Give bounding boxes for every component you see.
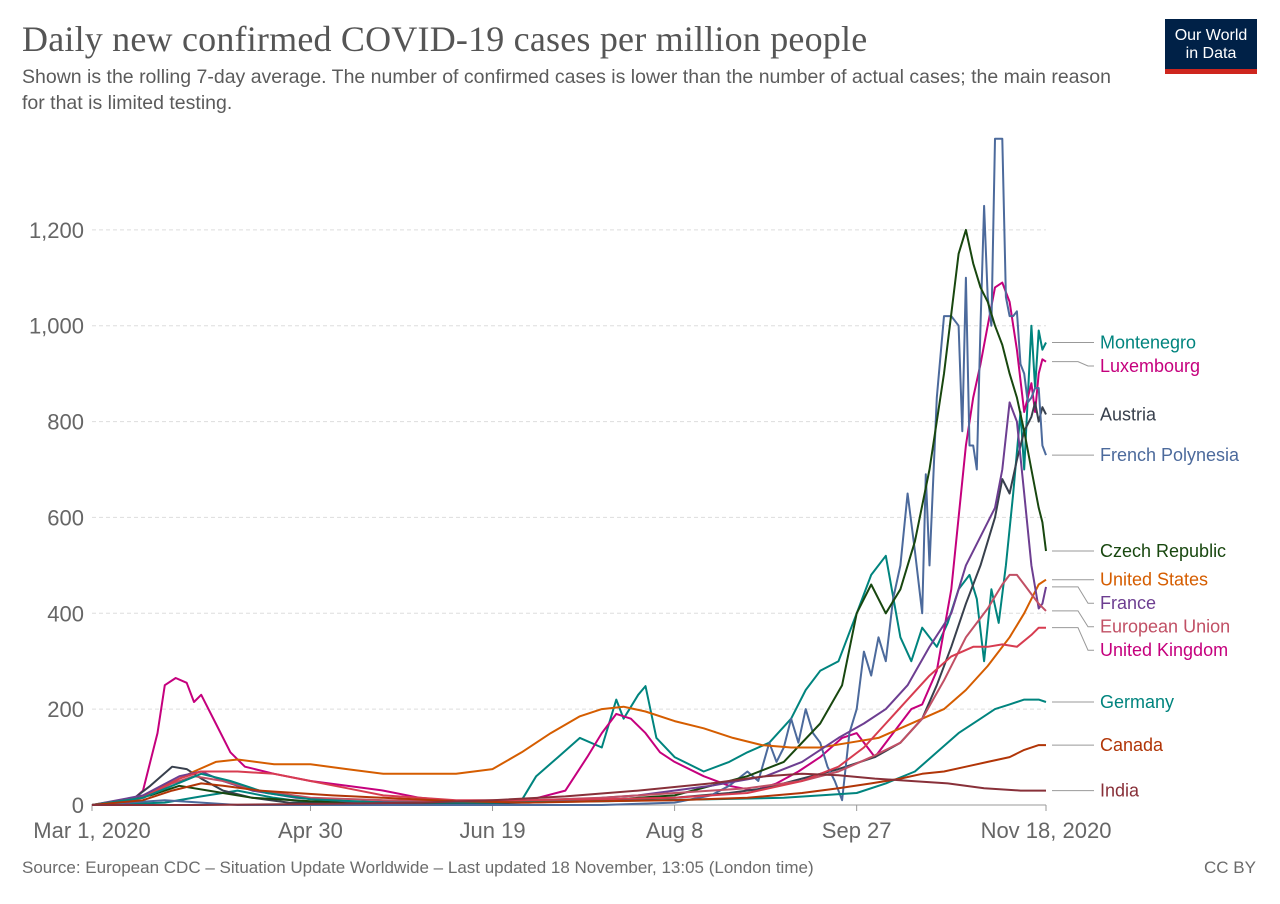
y-tick-label: 800 [47, 410, 84, 435]
series-line-montenegro[interactable] [91, 324, 1047, 806]
logo-line-2: in Data [1185, 45, 1237, 62]
y-tick-label: 600 [47, 505, 84, 530]
license-link[interactable]: CC BY [1204, 858, 1256, 877]
logo-red-bar [1165, 69, 1257, 74]
chart-title: Daily new confirmed COVID-19 cases per m… [22, 19, 868, 59]
y-tick-label: 1,200 [29, 218, 84, 243]
x-tick-label: Nov 18, 2020 [981, 818, 1112, 843]
x-tick-label: Mar 1, 2020 [33, 818, 150, 843]
y-tick-label: 1,000 [29, 314, 84, 339]
series-line-french-polynesia[interactable] [91, 137, 1047, 806]
series-lines [91, 137, 1047, 806]
legend-connector [1052, 627, 1094, 651]
source-note: Source: European CDC – Situation Update … [22, 858, 814, 877]
legend-label-austria[interactable]: Austria [1100, 404, 1157, 424]
logo-line-1: Our World [1174, 27, 1248, 44]
x-tick-label: Sep 27 [822, 818, 892, 843]
legend-label-france[interactable]: France [1100, 593, 1156, 613]
x-tick-label: Aug 8 [646, 818, 704, 843]
series-line-germany[interactable] [91, 698, 1047, 806]
legend-connector [1052, 610, 1094, 628]
x-tick-label: Jun 19 [460, 818, 526, 843]
legend-label-european-union[interactable]: European Union [1100, 617, 1230, 637]
series-line-india[interactable] [92, 772, 1046, 806]
series-line-canada[interactable] [91, 744, 1046, 806]
x-tick-label: Apr 30 [278, 818, 343, 843]
legend-label-united-states[interactable]: United States [1100, 570, 1208, 590]
chart-subtitle: Shown is the rolling 7-day average. The … [22, 66, 1111, 114]
y-tick-label: 200 [47, 697, 84, 722]
series-line-united-kingdom[interactable] [91, 626, 1046, 806]
series-line-france[interactable] [91, 401, 1047, 806]
legend-connector [1052, 586, 1094, 604]
y-tick-label: 0 [72, 793, 84, 818]
legend-label-czech-republic[interactable]: Czech Republic [1100, 541, 1226, 561]
series-line-european-union[interactable] [91, 573, 1047, 806]
legend: Montenegro Luxembourg Austria French Polyne… [1052, 332, 1240, 801]
y-tick-label: 400 [47, 601, 84, 626]
legend-label-luxembourg[interactable]: Luxembourg [1100, 356, 1200, 376]
y-axis-tick-labels: 0 200 400 600 800 1,000 1,200 [29, 218, 84, 818]
grid-lines [92, 229, 1046, 710]
owid-logo[interactable]: Our World in Data [1165, 19, 1257, 74]
legend-connector [1052, 361, 1094, 367]
legend-label-montenegro[interactable]: Montenegro [1100, 332, 1196, 352]
legend-label-french-polynesia[interactable]: French Polynesia [1100, 445, 1240, 465]
legend-label-india[interactable]: India [1100, 781, 1140, 801]
series-line-austria[interactable] [91, 401, 1047, 806]
x-axis: Mar 1, 2020 Apr 30 Jun 19 Aug 8 Sep 27 Nov 18… [33, 804, 1112, 843]
legend-label-canada[interactable]: Canada [1100, 735, 1164, 755]
series-line-united-states[interactable] [91, 578, 1047, 806]
legend-label-united-kingdom[interactable]: United Kingdom [1100, 640, 1228, 660]
legend-label-germany[interactable]: Germany [1100, 692, 1174, 712]
